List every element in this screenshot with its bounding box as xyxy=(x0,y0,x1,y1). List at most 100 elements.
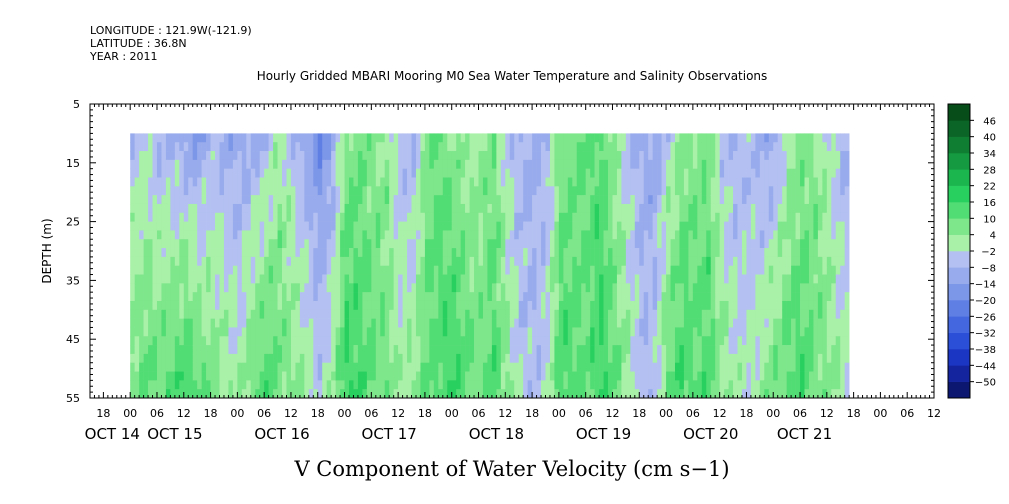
heatmap-cell xyxy=(442,380,448,390)
heatmap-cell xyxy=(666,186,671,196)
heatmap-cell xyxy=(800,159,805,169)
heatmap-cell xyxy=(630,151,636,161)
heatmap-cell xyxy=(652,221,658,231)
heatmap-cell xyxy=(567,380,573,390)
heatmap-cell xyxy=(344,212,350,222)
heatmap-cell xyxy=(255,168,260,178)
heatmap-cell xyxy=(750,309,756,319)
heatmap-cell xyxy=(616,177,622,187)
heatmap-cell xyxy=(170,380,176,390)
heatmap-cell xyxy=(161,142,167,152)
heatmap-cell xyxy=(375,168,381,178)
heatmap-cell xyxy=(532,203,537,214)
heatmap-cell xyxy=(500,345,506,355)
heatmap-cell xyxy=(532,283,537,293)
heatmap-cell xyxy=(724,353,729,364)
heatmap-cell xyxy=(322,133,327,143)
heatmap-cell xyxy=(786,274,792,284)
heatmap-cell xyxy=(768,389,774,399)
heatmap-cell xyxy=(442,151,448,161)
heatmap-cell xyxy=(482,203,488,214)
heatmap-cell xyxy=(750,292,756,302)
heatmap-cell xyxy=(621,318,627,328)
heatmap-cell xyxy=(268,380,274,390)
heatmap-cell xyxy=(518,353,524,364)
heatmap-cell xyxy=(612,389,618,399)
heatmap-cell xyxy=(652,327,658,337)
heatmap-cell xyxy=(424,292,430,302)
heatmap-cell xyxy=(639,221,645,231)
heatmap-cell xyxy=(357,221,363,231)
heatmap-cell xyxy=(514,133,519,143)
heatmap-cell xyxy=(657,195,662,205)
heatmap-cell xyxy=(536,292,542,302)
heatmap-cell xyxy=(264,274,269,284)
heatmap-cell xyxy=(259,186,265,196)
heatmap-cell xyxy=(349,239,354,249)
heatmap-cell xyxy=(380,256,386,266)
heatmap-cell xyxy=(670,274,676,284)
heatmap-cell xyxy=(340,274,345,284)
heatmap-cell xyxy=(527,256,533,266)
heatmap-cell xyxy=(250,300,256,311)
heatmap-cell xyxy=(800,186,805,196)
heatmap-cell xyxy=(616,195,622,205)
heatmap-cell xyxy=(523,292,528,302)
heatmap-cell xyxy=(527,353,533,364)
heatmap-cell xyxy=(657,212,662,222)
heatmap-cell xyxy=(246,300,252,311)
heatmap-cell xyxy=(603,318,609,328)
heatmap-cell xyxy=(674,389,680,399)
heatmap-cell xyxy=(482,230,488,240)
heatmap-cell xyxy=(161,133,167,143)
heatmap-cell xyxy=(469,353,475,364)
heatmap-cell xyxy=(549,142,555,152)
heatmap-cell xyxy=(808,186,814,196)
heatmap-cell xyxy=(817,318,823,328)
heatmap-cell xyxy=(474,177,479,187)
heatmap-cell xyxy=(674,327,680,337)
heatmap-cell xyxy=(148,380,153,390)
heatmap-cell xyxy=(429,256,435,266)
heatmap-cell xyxy=(420,230,426,240)
heatmap-cell xyxy=(259,300,265,311)
heatmap-cell xyxy=(331,230,336,240)
heatmap-cell xyxy=(737,212,743,222)
heatmap-cell xyxy=(174,283,180,293)
heatmap-cell xyxy=(259,221,265,231)
heatmap-cell xyxy=(197,212,202,222)
heatmap-cell xyxy=(183,151,189,161)
heatmap-cell xyxy=(594,248,600,258)
heatmap-cell xyxy=(420,309,426,319)
heatmap-cell xyxy=(777,300,783,311)
heatmap-cell xyxy=(558,318,564,328)
heatmap-cell xyxy=(371,353,377,364)
heatmap-cell xyxy=(683,327,689,337)
heatmap-cell xyxy=(683,336,689,346)
heatmap-cell xyxy=(567,389,573,399)
heatmap-cell xyxy=(777,186,783,196)
heatmap-cell xyxy=(402,353,408,364)
heatmap-cell xyxy=(755,186,761,196)
heatmap-cell xyxy=(652,159,658,169)
heatmap-cell xyxy=(505,389,511,399)
heatmap-cell xyxy=(161,345,167,355)
heatmap-cell xyxy=(532,318,537,328)
heatmap-cell xyxy=(724,389,729,399)
heatmap-cell xyxy=(273,353,278,364)
heatmap-cell xyxy=(353,203,359,214)
heatmap-cell xyxy=(576,283,582,293)
heatmap-cell xyxy=(581,265,586,275)
heatmap-cell xyxy=(259,274,265,284)
heatmap-cell xyxy=(724,159,729,169)
heatmap-cell xyxy=(286,380,292,390)
heatmap-cell xyxy=(331,274,336,284)
heatmap-cell xyxy=(505,380,511,390)
heatmap-cell xyxy=(353,230,359,240)
heatmap-cell xyxy=(639,283,645,293)
heatmap-cell xyxy=(491,168,497,178)
heatmap-cell xyxy=(487,300,493,311)
heatmap-cell xyxy=(594,283,600,293)
heatmap-cell xyxy=(491,248,497,258)
heatmap-cell xyxy=(393,283,399,293)
